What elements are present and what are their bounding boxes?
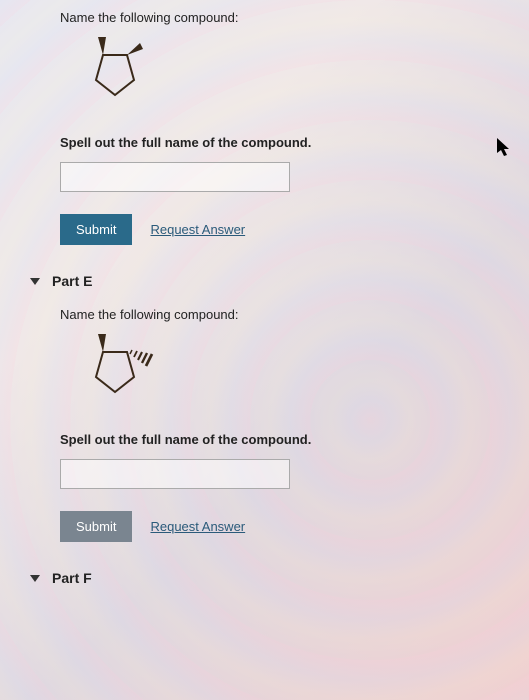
- button-row: Submit Request Answer: [60, 214, 509, 245]
- caret-down-icon: [30, 575, 40, 582]
- button-row: Submit Request Answer: [60, 511, 509, 542]
- compound-structure-1: [80, 35, 509, 115]
- instruction-text: Spell out the full name of the compound.: [60, 432, 509, 447]
- submit-button[interactable]: Submit: [60, 214, 132, 245]
- part-f-header[interactable]: Part F: [30, 570, 509, 586]
- request-answer-link[interactable]: Request Answer: [150, 222, 245, 237]
- caret-down-icon: [30, 278, 40, 285]
- instruction-text: Spell out the full name of the compound.: [60, 135, 509, 150]
- submit-button[interactable]: Submit: [60, 511, 132, 542]
- request-answer-link[interactable]: Request Answer: [150, 519, 245, 534]
- mouse-cursor-icon: [497, 138, 511, 158]
- answer-input[interactable]: [60, 459, 290, 489]
- prompt-text: Name the following compound:: [60, 307, 509, 322]
- part-label: Part E: [52, 273, 92, 289]
- prompt-text: Name the following compound:: [60, 10, 509, 25]
- compound-structure-2: [80, 332, 509, 412]
- section-1: Name the following compound: Spell out t…: [60, 10, 509, 245]
- part-label: Part F: [52, 570, 92, 586]
- answer-input[interactable]: [60, 162, 290, 192]
- section-part-e: Name the following compound: Spell out t…: [60, 307, 509, 542]
- part-e-header[interactable]: Part E: [30, 273, 509, 289]
